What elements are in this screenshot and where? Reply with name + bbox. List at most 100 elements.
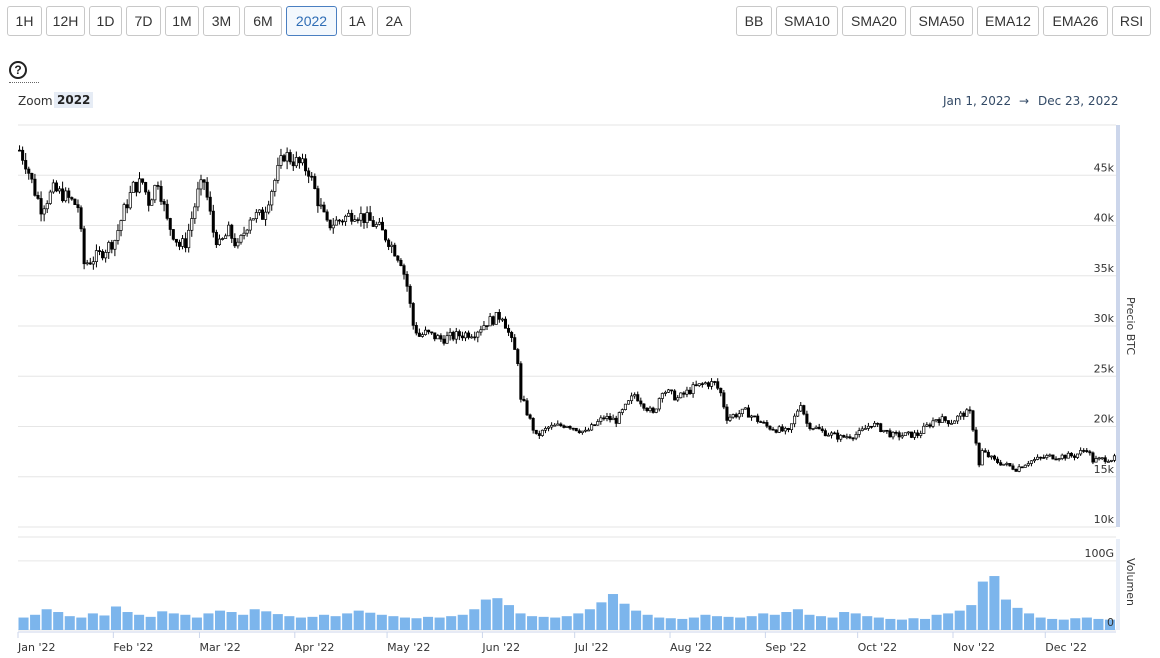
volume-bar bbox=[1093, 618, 1104, 630]
candle-body bbox=[420, 334, 424, 337]
volume-bar bbox=[214, 610, 226, 630]
candle-body bbox=[882, 429, 886, 432]
candle-body bbox=[713, 381, 717, 383]
range-button-2a[interactable]: 2A bbox=[377, 6, 411, 36]
candle-body bbox=[513, 337, 517, 350]
candle-body bbox=[497, 312, 501, 320]
candle-body bbox=[716, 381, 720, 389]
candle-body bbox=[968, 409, 972, 412]
candle-body bbox=[919, 433, 923, 436]
candle-body bbox=[553, 424, 557, 427]
volume-bar bbox=[423, 616, 434, 630]
candle-body bbox=[774, 429, 778, 433]
candle-body bbox=[448, 331, 452, 337]
volume-bar bbox=[30, 614, 41, 630]
range-button-3m[interactable]: 3M bbox=[203, 6, 240, 36]
candle-body bbox=[76, 204, 80, 209]
candle-body bbox=[276, 165, 280, 181]
candle-body bbox=[27, 168, 31, 174]
range-to[interactable]: Dec 23, 2022 bbox=[1038, 94, 1119, 108]
candle-body bbox=[522, 398, 526, 402]
candle-body bbox=[445, 335, 449, 344]
price-gridlines bbox=[18, 124, 1116, 631]
zoom-value[interactable]: 2022 bbox=[54, 92, 94, 108]
y-tick-label: 25k bbox=[1094, 362, 1115, 375]
candle-body bbox=[654, 408, 658, 413]
volume-bar bbox=[792, 609, 803, 630]
candle-body bbox=[473, 336, 477, 339]
volume-series bbox=[18, 576, 1115, 630]
range-button-12h[interactable]: 12H bbox=[46, 6, 85, 36]
x-tick-label: Feb '22 bbox=[113, 641, 153, 654]
candle-body bbox=[1112, 455, 1116, 461]
range-from[interactable]: Jan 1, 2022 bbox=[943, 94, 1012, 108]
candle-body bbox=[144, 182, 148, 193]
indicator-button-bb[interactable]: BB bbox=[736, 6, 772, 36]
range-button-1d[interactable]: 1D bbox=[89, 6, 122, 36]
volume-bar bbox=[1058, 619, 1069, 630]
candle-body bbox=[270, 191, 274, 206]
question-circle-icon[interactable]: ? bbox=[9, 61, 27, 79]
candle-body bbox=[697, 383, 701, 386]
range-button-2022[interactable]: 2022 bbox=[286, 6, 337, 36]
volume-bar bbox=[238, 614, 249, 630]
volume-bar bbox=[1070, 618, 1081, 630]
range-button-1h[interactable]: 1H bbox=[7, 6, 42, 36]
candle-body bbox=[519, 363, 523, 400]
volume-bar bbox=[700, 614, 711, 630]
candle-body bbox=[617, 412, 621, 424]
candle-body bbox=[845, 436, 849, 439]
candle-body bbox=[171, 229, 175, 240]
candle-body bbox=[1060, 454, 1064, 459]
candle-body bbox=[217, 238, 221, 246]
candle-body bbox=[537, 433, 541, 436]
candle-body bbox=[725, 406, 729, 421]
volume-bar bbox=[446, 616, 457, 630]
candle-body bbox=[168, 218, 172, 230]
indicator-button-ema26[interactable]: EMA26 bbox=[1043, 6, 1108, 36]
candle-body bbox=[857, 430, 861, 435]
indicator-button-sma10[interactable]: SMA10 bbox=[776, 6, 838, 36]
candle-body bbox=[61, 188, 65, 202]
candle-body bbox=[460, 335, 464, 339]
candle-body bbox=[125, 204, 129, 209]
candle-body bbox=[731, 414, 735, 418]
volume-bar bbox=[677, 618, 688, 630]
range-button-1a[interactable]: 1A bbox=[341, 6, 373, 36]
navigator-scrollbar bbox=[1116, 125, 1120, 630]
candle-body bbox=[137, 178, 142, 193]
volume-bar bbox=[769, 614, 780, 630]
volume-bar bbox=[839, 612, 850, 630]
candle-body bbox=[903, 432, 907, 437]
x-tick-label: May '22 bbox=[387, 641, 430, 654]
range-button-1m[interactable]: 1M bbox=[165, 6, 199, 36]
volume-bar bbox=[781, 612, 792, 630]
range-button-6m[interactable]: 6M bbox=[244, 6, 282, 36]
candle-body bbox=[282, 155, 286, 162]
indicator-button-rsi[interactable]: RSI bbox=[1112, 6, 1151, 36]
candle-body bbox=[45, 203, 49, 210]
zoom-label: Zoom bbox=[18, 94, 53, 108]
candle-body bbox=[888, 430, 892, 438]
candle-body bbox=[956, 415, 960, 422]
candle-body bbox=[913, 432, 917, 438]
candle-body bbox=[476, 331, 480, 338]
volume-bar bbox=[342, 613, 353, 630]
candle-body bbox=[1057, 458, 1061, 460]
candle-body bbox=[1048, 454, 1052, 457]
candle-body bbox=[759, 421, 763, 423]
candle-body bbox=[174, 238, 178, 243]
candle-body bbox=[119, 220, 123, 231]
indicator-button-sma50[interactable]: SMA50 bbox=[910, 6, 973, 36]
indicator-button-sma20[interactable]: SMA20 bbox=[842, 6, 906, 36]
candle-body bbox=[636, 394, 640, 402]
candle-body bbox=[753, 415, 757, 418]
candle-body bbox=[67, 190, 71, 198]
candle-body bbox=[260, 209, 265, 220]
range-button-7d[interactable]: 7D bbox=[126, 6, 161, 36]
indicator-button-ema12[interactable]: EMA12 bbox=[977, 6, 1039, 36]
candle-body bbox=[790, 423, 794, 431]
volume-bar bbox=[1000, 599, 1011, 630]
range-separator: → bbox=[1019, 94, 1030, 108]
candle-body bbox=[454, 331, 458, 340]
